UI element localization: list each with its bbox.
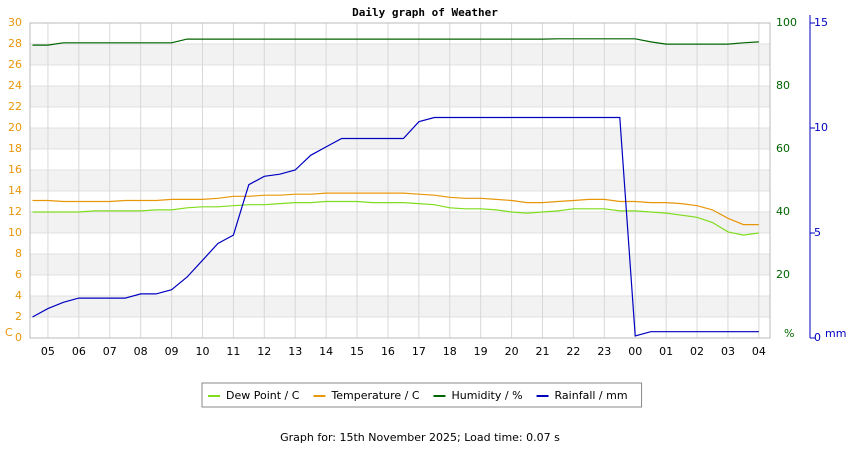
footer: Graph for: 15th November 2025; Load time… <box>280 431 560 444</box>
legend-label: Humidity / % <box>452 389 523 402</box>
series-line <box>32 200 759 236</box>
legend-box <box>201 382 643 408</box>
series-line <box>32 116 759 337</box>
x-tick-label: 00 <box>628 345 642 358</box>
x-tick-label: 21 <box>535 345 549 358</box>
series-line <box>32 192 759 226</box>
x-tick-label: 07 <box>103 345 117 358</box>
legend: Dew Point / C Temperature / C Humidity / %… <box>201 382 643 408</box>
y-tick-label: 2 <box>15 310 22 323</box>
x-tick-label: 01 <box>659 345 673 358</box>
y-tick-label: 16 <box>8 163 22 176</box>
plot-background <box>30 22 770 339</box>
legend-label: Rainfall / mm <box>555 389 628 402</box>
series-line <box>32 38 759 46</box>
grid-band <box>30 44 770 65</box>
grid-band <box>30 86 770 107</box>
y-tick-label: 30 <box>8 16 22 29</box>
grid-band <box>30 254 770 275</box>
y-tick-label: 12 <box>8 205 22 218</box>
x-tick-label: 17 <box>412 345 426 358</box>
grid-band <box>30 170 770 191</box>
y2-tick-label: 20 <box>776 268 790 281</box>
chart-title: Daily graph of Weather <box>352 6 498 19</box>
x-tick-label: 08 <box>134 345 148 358</box>
x-tick-label: 12 <box>257 345 271 358</box>
y2-tick-label: 100 <box>776 16 797 29</box>
grid-band <box>30 296 770 317</box>
y2-tick-label: 80 <box>776 79 790 92</box>
x-tick-label: 11 <box>226 345 240 358</box>
y3-tick-label: 5 <box>814 226 821 239</box>
x-tick-label: 04 <box>752 345 766 358</box>
x-tick-label: 19 <box>474 345 488 358</box>
x-tick-label: 13 <box>288 345 302 358</box>
y-tick-label: 20 <box>8 121 22 134</box>
x-tick-label: 05 <box>41 345 55 358</box>
y3-tick-label: 15 <box>814 16 828 29</box>
x-tick-label: 09 <box>165 345 179 358</box>
y-tick-label: 8 <box>15 247 22 260</box>
x-tick-label: 15 <box>350 345 364 358</box>
x-tick-label: 06 <box>72 345 86 358</box>
y-tick-label: 6 <box>15 268 22 281</box>
y2-tick-label: 60 <box>776 142 790 155</box>
x-tick-label: 20 <box>505 345 519 358</box>
x-tick-label: 03 <box>721 345 735 358</box>
legend-label: Dew Point / C <box>226 389 300 402</box>
y-tick-label: 22 <box>8 100 22 113</box>
y2-axis-label: % <box>784 327 794 340</box>
x-tick-label: 02 <box>690 345 704 358</box>
y-tick-label: 14 <box>8 184 22 197</box>
grid-band <box>30 212 770 233</box>
plot-border <box>29 22 771 339</box>
y-tick-label: 4 <box>15 289 22 302</box>
y-tick-label: 18 <box>8 142 22 155</box>
y3-tick-label: 10 <box>814 121 828 134</box>
x-tick-label: 16 <box>381 345 395 358</box>
x-tick-label: 23 <box>597 345 611 358</box>
x-tick-label: 14 <box>319 345 333 358</box>
y3-tick-label: 0 <box>814 331 821 344</box>
x-tick-label: 10 <box>195 345 209 358</box>
y-tick-label: 28 <box>8 37 22 50</box>
x-tick-label: 22 <box>566 345 580 358</box>
x-tick-label: 18 <box>443 345 457 358</box>
y-tick-label: 26 <box>8 58 22 71</box>
legend-label: Temperature / C <box>330 389 419 402</box>
y-tick-label: 10 <box>8 226 22 239</box>
y3-axis-label: mm <box>825 327 846 340</box>
y-axis-label: C <box>5 326 13 339</box>
y-tick-label: 24 <box>8 79 22 92</box>
y-tick-label: 0 <box>15 331 22 344</box>
y2-tick-label: 40 <box>776 205 790 218</box>
